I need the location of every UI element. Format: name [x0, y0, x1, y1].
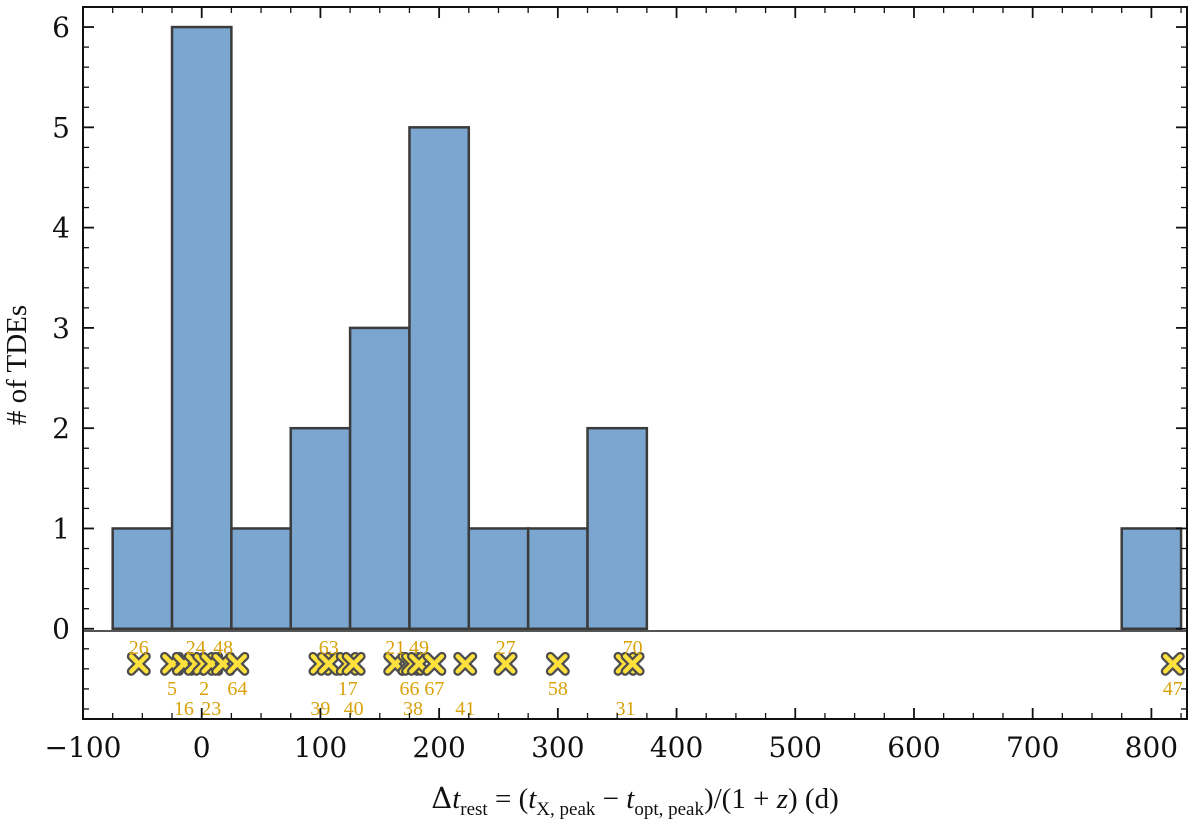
tde-marker-fill [548, 654, 568, 674]
y-tick-label: 4 [52, 212, 70, 245]
x-tick-labels: −100 0 100 200 300 400 500 600 700 800 [45, 731, 1179, 764]
tde-label-2: 2 [199, 678, 209, 700]
histogram-bar-2 [230, 527, 292, 630]
x-label-delta: Δ [431, 781, 452, 815]
tde-marker-fill [227, 654, 248, 674]
x-tick-label: 300 [531, 731, 584, 764]
x-tick-label: 700 [1006, 731, 1059, 764]
tde-marker-40 [341, 651, 366, 676]
tde-marker-fill [622, 654, 643, 674]
tde-label-27: 27 [496, 637, 516, 659]
histogram-bars [111, 25, 1183, 630]
x-label-minus: − [595, 783, 626, 815]
tde-label-17: 17 [338, 678, 358, 700]
tde-label-5: 5 [167, 678, 177, 700]
tde-label-40: 40 [344, 698, 364, 720]
y-tick-label: 5 [52, 111, 70, 144]
x-tick-label: 500 [769, 731, 822, 764]
histogram-bar-4 [348, 326, 411, 630]
x-label-t3: t [626, 783, 635, 815]
histogram-bar-6 [467, 527, 530, 630]
x-tick-label: 100 [294, 731, 347, 764]
histogram-bar-17 [1120, 527, 1183, 630]
tde-label-70: 70 [623, 637, 643, 659]
histogram-bar-0 [111, 527, 174, 630]
tde-label-66: 66 [399, 678, 419, 700]
tde-label-41: 41 [455, 698, 475, 720]
tde-label-67: 67 [424, 678, 444, 700]
tde-label-58: 58 [548, 678, 568, 700]
tde-marker-fill [343, 654, 364, 674]
tde-marker-fill [424, 654, 445, 674]
tde-label-63: 63 [319, 637, 339, 659]
tde-marker-63 [316, 651, 341, 676]
histogram-bar-1 [170, 25, 233, 630]
tde-label-31: 31 [616, 698, 636, 720]
tde-marker-47 [1160, 651, 1185, 676]
tde-label-23: 23 [201, 698, 221, 720]
histogram-bar-5 [408, 126, 471, 630]
x-tick-label: 0 [193, 731, 211, 764]
histogram-bar-7 [526, 527, 589, 630]
x-tick-label: −100 [45, 731, 122, 764]
tde-label-38: 38 [403, 698, 423, 720]
tde-label-26: 26 [129, 637, 149, 659]
x-label-t2: t [528, 783, 537, 815]
x-tick-label: 800 [1125, 731, 1178, 764]
tde-marker-27 [493, 651, 518, 676]
plot-frame [82, 6, 1188, 720]
y-tick-label: 3 [52, 312, 70, 345]
tde-marker-fill [1163, 654, 1183, 674]
x-label-sub2: X, peak [536, 799, 596, 820]
tde-marker-fill [129, 654, 149, 674]
tde-label-64: 64 [227, 678, 247, 700]
histogram-bar-8 [586, 426, 649, 630]
tde-labels: 2651624223486439631740216638496741275831… [129, 637, 1183, 720]
axis-ticks [82, 7, 1187, 719]
y-tick-label: 2 [52, 412, 70, 445]
tde-marker-fill [495, 654, 516, 674]
y-tick-labels: 0 1 2 3 4 5 6 [52, 11, 70, 646]
tde-marker-26 [126, 651, 151, 676]
tde-marker-67 [422, 651, 447, 676]
y-tick-label: 0 [52, 613, 70, 646]
tde-label-21: 21 [385, 637, 405, 659]
x-label-t1: t [452, 783, 461, 815]
x-label-eq: = ( [488, 783, 529, 815]
tde-marker-fill [455, 654, 475, 674]
tde-label-16: 16 [174, 698, 194, 720]
tde-label-24: 24 [186, 637, 206, 659]
tde-marker-58 [545, 651, 570, 676]
x-label-tail: )/(1 + [704, 783, 777, 815]
tde-label-47: 47 [1163, 678, 1183, 700]
tde-marker-41 [453, 651, 478, 676]
x-tick-label: 400 [650, 731, 703, 764]
tde-marker-64 [225, 651, 250, 676]
tde-label-49: 49 [409, 637, 429, 659]
x-tick-label: 200 [412, 731, 465, 764]
tde-markers [126, 651, 1185, 676]
y-axis-label: # of TDEs [1, 305, 33, 425]
x-tick-label: 600 [887, 731, 940, 764]
tde-label-48: 48 [213, 637, 233, 659]
x-label-sub1: rest [460, 799, 488, 820]
y-tick-label: 1 [52, 512, 70, 545]
x-label-z: z [776, 783, 788, 815]
y-tick-label: 6 [52, 11, 70, 44]
x-axis-label: Δtrest = (tX, peak − topt, peak)/(1 + z)… [431, 781, 838, 820]
x-label-sub3: opt, peak [634, 799, 704, 820]
tde-marker-70 [620, 651, 645, 676]
tde-marker-fill [318, 654, 339, 674]
x-label-unit: ) (d) [788, 783, 839, 815]
histogram-bar-3 [289, 426, 352, 630]
